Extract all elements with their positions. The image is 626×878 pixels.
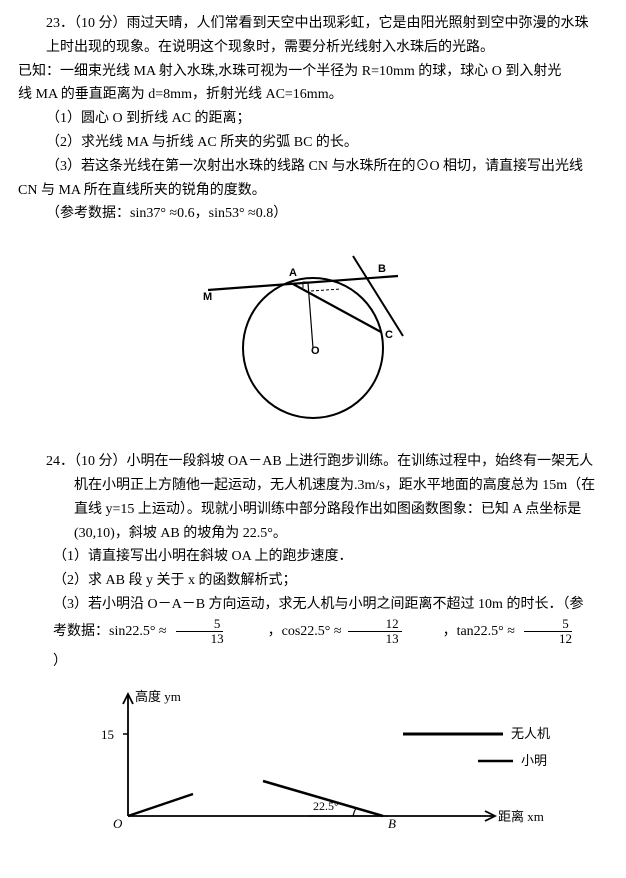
q23-sub3b: CN 与 MA 所在直线所夹的锐角的度数。 [18,179,608,203]
q24-stem-1: 24．（10 分）小明在一段斜坡 OA－AB 上进行跑步训练。在训练过程中，始终… [18,450,608,474]
q23-text-2a: 已知：一细束光线 MA 射入水珠,水珠可视为一个半径为 R=10mm 的球，球心… [18,60,608,84]
q24-sub1: （1）请直接写出小明在斜坡 OA 上的跑步速度． [18,545,608,569]
q23-stem-1: 23．（10 分）雨过天晴，人们常看到天空中出现彩虹，它是由阳光照射到空中弥漫的… [18,12,608,36]
q23-points: （10 分） [74,16,127,31]
frac-cos: 12 13 [348,617,402,647]
q23-ref: （参考数据：sin37° ≈0.6，sin53° ≈0.8） [18,202,608,226]
drone-label: 无人机 [511,726,550,741]
tick-15-label: 15 [101,727,114,742]
q24-text-1a: 小明在一段斜坡 OA－AB 上进行跑步训练。在训练过程中，始终有一架无人 [127,454,594,469]
person-label: 小明 [521,753,547,768]
q24-figure: 高度 ym 距离 xm O 15 无人机 小明 22.5° B [58,686,608,836]
refracted-ray-ac [293,284,381,332]
q24-points: （10 分） [74,454,127,469]
y-axis-label: 高度 ym [135,689,181,704]
q24-text-1d: (30,10)，斜坡 AB 的坡角为 22.5°。 [18,522,608,546]
frac-sin: 5 13 [173,617,227,647]
q24-sub3b: 考数据：sin22.5° ≈ 5 13 ，cos22.5° ≈ 12 13 ，t… [18,617,608,674]
question-23: 23．（10 分）雨过天晴，人们常看到天空中出现彩虹，它是由阳光照射到空中弥漫的… [18,12,608,428]
b-label: B [378,263,386,275]
dashed-marker [311,289,341,291]
ref-suffix: ） [18,650,67,674]
q23-text-1b: 上时出现的现象。在说明这个现象时，需要分析光线射入水珠后的光路。 [18,36,608,60]
angle-arc [353,808,356,816]
ref-mid1: ，cos22.5° ≈ [233,620,342,644]
q24-number: 24． [46,454,74,469]
slope-oa-sketch [128,794,193,816]
q23-text-2b: 线 MA 的垂直距离为 d=8mm，折射光线 AC=16mm。 [18,83,608,107]
angle-label: 22.5° [313,799,339,813]
ref-prefix: 考数据：sin22.5° ≈ [18,620,167,644]
q24-sub2: （2）求 AB 段 y 关于 x 的函数解析式； [18,569,608,593]
m-label: M [203,291,212,303]
q24-graph: 高度 ym 距离 xm O 15 无人机 小明 22.5° B [73,686,593,836]
q23-text-1a: 雨过天晴，人们常看到天空中出现彩虹，它是由阳光照射到空中弥漫的水珠 [127,16,589,31]
q24-sub3a: （3）若小明沿 O－A－B 方向运动，求无人机与小明之间距离不超过 10m 的时… [18,593,608,617]
q23-sub1: （1）圆心 O 到折线 AC 的距离； [18,107,608,131]
x-axis-label: 距离 xm [498,809,544,824]
q23-number: 23． [46,16,74,31]
frac-tan: 5 12 [521,617,575,647]
q23-figure: O M A B C [18,238,608,428]
q23-sub3a: （3）若这条光线在第一次射出水珠的线路 CN 与水珠所在的⊙O 相切，请直接写出… [18,155,608,179]
q23-sub2: （2）求光线 MA 与折线 AC 所夹的劣弧 BC 的长。 [18,131,608,155]
q24-text-1c: 直线 y=15 上运动）。现就小明训练中部分路段作出如图函数图象：已知 A 点坐… [18,498,608,522]
c-label: C [385,329,393,341]
a-label: A [289,267,297,279]
ref-mid2: ，tan22.5° ≈ [408,620,515,644]
q23-circle-diagram: O M A B C [163,238,463,428]
question-24: 24．（10 分）小明在一段斜坡 OA－AB 上进行跑步训练。在训练过程中，始终… [18,450,608,836]
q24-text-1b: 机在小明正上方随他一起运动，无人机速度为.3m/s，距水平地面的高度总为 15m… [18,474,608,498]
b-point-label: B [388,816,396,831]
origin-label: O [113,816,123,831]
